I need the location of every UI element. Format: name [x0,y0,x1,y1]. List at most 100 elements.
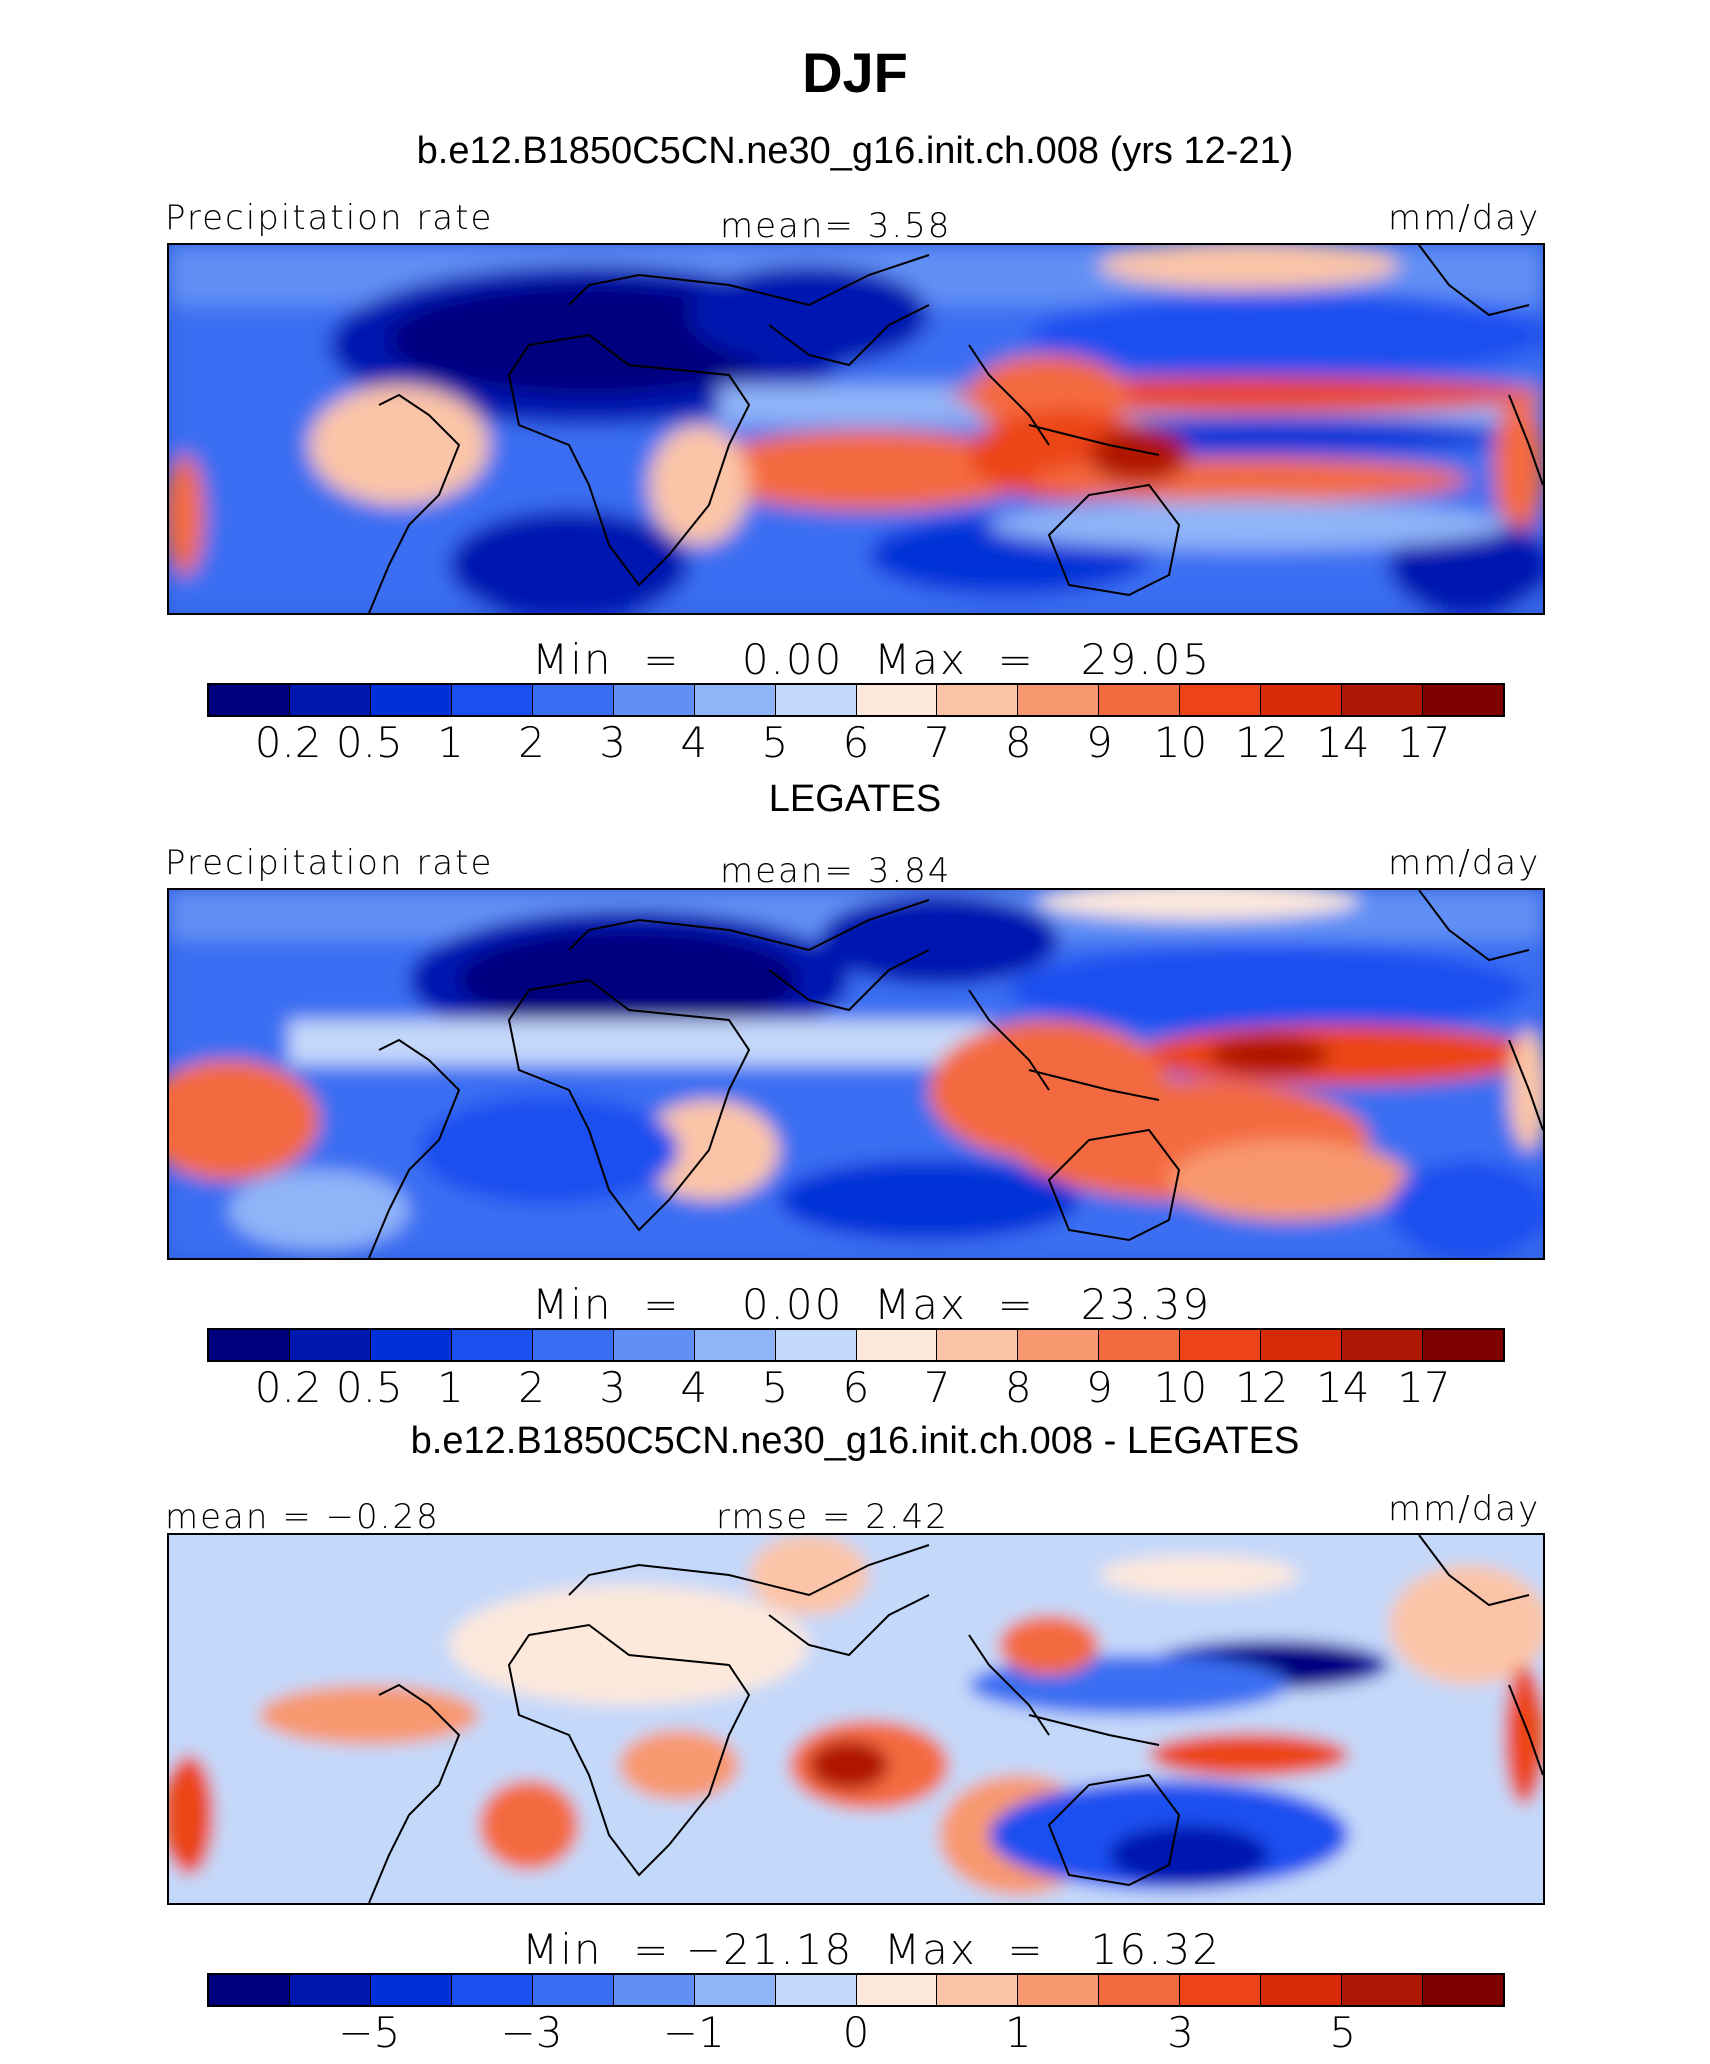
colorbar-cell [370,1330,452,1360]
colorbar-cell [694,685,776,715]
colorbar-cell [1423,1975,1503,2005]
colorbar-cell [532,1975,614,2005]
panel3-rmse-label: rmse = 2.42 [716,1497,949,1537]
panel2-subtitle: LEGATES [768,778,942,820]
colorbar-tick-label: 3 [599,718,626,767]
panel2-map-field [169,890,1543,1258]
colorbar-tick-label: 6 [842,718,870,767]
panel1-map-field [169,245,1543,613]
colorbar-cell [1342,685,1424,715]
colorbar-cell [289,1975,371,2005]
colorbar-tick-label: 5 [1329,2008,1357,2057]
colorbar-tick-label: 4 [680,718,708,767]
panel3-subtitle: b.e12.B1850C5CN.ne30_g16.init.ch.008 - L… [410,1420,1300,1462]
colorbar-tick-label: 0.5 [335,1363,403,1412]
colorbar-cell [1180,1330,1262,1360]
colorbar-cell [1342,1975,1424,2005]
panel1-minmax: Min = 0.00 Max = 29.05 [532,635,1212,684]
panel1-colorbar [207,683,1505,717]
panel3-minmax: Min = −21.18 Max = 16.32 [522,1925,1221,1974]
colorbar-cell [451,685,533,715]
panel1-units-label: mm/day [1388,198,1541,238]
colorbar-tick-label: −3 [500,2008,563,2057]
colorbar-cell [1099,685,1181,715]
colorbar-tick-label: 4 [680,1363,708,1412]
colorbar-cell [1261,685,1343,715]
colorbar-cell [775,685,857,715]
colorbar-tick-label: 1 [437,718,464,767]
colorbar-cell [451,1975,533,2005]
colorbar-tick-label: 5 [761,1363,789,1412]
colorbar-cell [1180,685,1262,715]
colorbar-cell [1423,1330,1503,1360]
colorbar-cell [856,685,938,715]
colorbar-cell [451,1330,533,1360]
colorbar-cell [1423,685,1503,715]
colorbar-cell [1099,1975,1181,2005]
colorbar-tick-label: 9 [1086,718,1113,767]
colorbar-tick-label: 14 [1316,718,1370,767]
colorbar-cell [613,685,695,715]
panel3-map [167,1533,1545,1905]
colorbar-tick-label: 10 [1153,1363,1208,1412]
colorbar-tick-label: 0.2 [254,1363,322,1412]
colorbar-cell [694,1330,776,1360]
colorbar-tick-label: 3 [1167,2008,1194,2057]
colorbar-tick-label: 12 [1234,718,1289,767]
colorbar-cell [1099,1330,1181,1360]
panel2-variable-label: Precipitation rate [165,843,494,883]
colorbar-cell [775,1330,857,1360]
colorbar-cell [1180,1975,1262,2005]
panel1-subtitle: b.e12.B1850C5CN.ne30_g16.init.ch.008 (yr… [416,130,1294,172]
colorbar-tick-label: 8 [1004,1363,1032,1412]
colorbar-cell [209,1330,290,1360]
colorbar-tick-label: 7 [923,1363,951,1412]
colorbar-cell [937,1330,1019,1360]
colorbar-cell [856,1975,938,2005]
colorbar-cell [370,1975,452,2005]
colorbar-tick-label: 2 [518,1363,545,1412]
colorbar-cell [532,1330,614,1360]
colorbar-cell [289,1330,371,1360]
panel2-colorbar-ticks: 0.2 0.5 1 2 3 4 5 6 7 8 9 10 12 14 17 [0,1363,1710,1413]
colorbar-cell [209,685,290,715]
panel3-colorbar [207,1973,1505,2007]
colorbar-cell [856,1330,938,1360]
panel3-map-field [169,1535,1543,1903]
colorbar-cell [1261,1975,1343,2005]
panel3-mean-label: mean = −0.28 [165,1497,440,1537]
colorbar-cell [937,1975,1019,2005]
panel2-minmax: Min = 0.00 Max = 23.39 [532,1280,1212,1329]
colorbar-tick-label: 7 [923,718,951,767]
colorbar-tick-label: 12 [1234,1363,1289,1412]
colorbar-tick-label: −5 [338,2008,401,2057]
panel2-colorbar [207,1328,1505,1362]
colorbar-cell [1261,1330,1343,1360]
panel2-units-label: mm/day [1388,843,1541,883]
figure-title: DJF [802,41,908,104]
colorbar-cell [613,1330,695,1360]
colorbar-cell [370,685,452,715]
colorbar-tick-label: 0 [842,2008,870,2057]
colorbar-cell [209,1975,290,2005]
panel3-colorbar-ticks: −5 −3 −1 0 1 3 5 [0,2008,1710,2058]
panel1-colorbar-ticks: 0.2 0.5 1 2 3 4 5 6 7 8 9 10 12 14 17 [0,718,1710,768]
colorbar-cell [1342,1330,1424,1360]
colorbar-cell [937,685,1019,715]
colorbar-tick-label: 10 [1153,718,1208,767]
panel3-units-label: mm/day [1388,1489,1541,1529]
colorbar-tick-label: 1 [1004,2008,1032,2057]
colorbar-tick-label: 6 [842,1363,870,1412]
colorbar-tick-label: −1 [662,2008,725,2057]
panel2-map [167,888,1545,1260]
colorbar-cell [532,685,614,715]
colorbar-tick-label: 14 [1316,1363,1370,1412]
panel1-variable-label: Precipitation rate [165,198,494,238]
colorbar-cell [1018,1330,1100,1360]
colorbar-tick-label: 17 [1397,1363,1451,1412]
colorbar-tick-label: 17 [1397,718,1451,767]
colorbar-cell [775,1975,857,2005]
colorbar-tick-label: 2 [518,718,545,767]
colorbar-tick-label: 0.5 [335,718,403,767]
colorbar-tick-label: 1 [437,1363,464,1412]
